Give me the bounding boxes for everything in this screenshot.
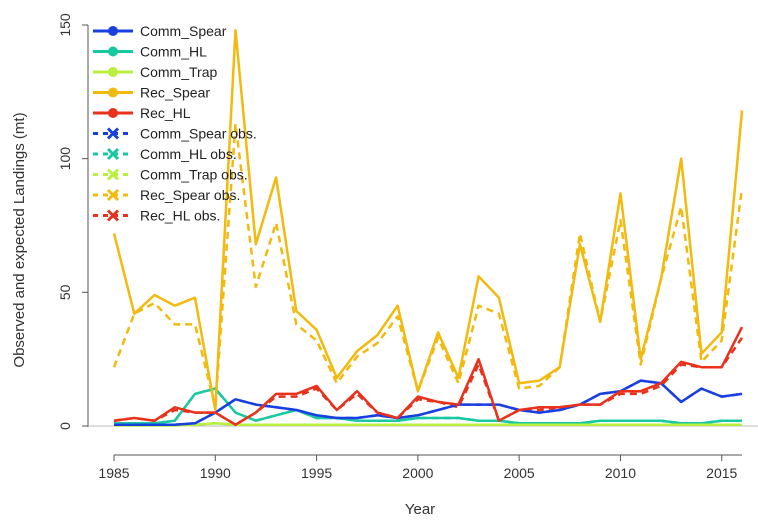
legend-item: Rec_HL <box>93 105 191 121</box>
legend-point-marker <box>108 67 118 77</box>
legend-label: Rec_HL <box>140 105 191 121</box>
y-tick-label: 150 <box>57 13 73 37</box>
x-tick-label: 2010 <box>605 465 636 481</box>
x-tick-label: 2000 <box>402 465 433 481</box>
legend-label: Comm_HL <box>140 44 207 60</box>
legend-label: Comm_Trap obs. <box>140 167 248 183</box>
x-tick-label: 1990 <box>200 465 231 481</box>
legend-item: Comm_HL obs. <box>93 146 237 162</box>
legend-label: Rec_Spear obs. <box>140 187 240 203</box>
legend-cross-marker <box>106 168 120 181</box>
legend-cross-marker <box>106 209 120 222</box>
series-line-comm-hl <box>114 387 742 425</box>
series-line-rec-spear <box>112 29 744 412</box>
legend-item: Comm_Trap obs. <box>93 167 248 183</box>
legend-point-marker <box>108 87 118 98</box>
legend-item: Comm_Spear obs. <box>93 126 257 142</box>
x-tick-label: 2015 <box>706 465 737 481</box>
legend-cross-marker <box>106 188 120 202</box>
legend-point-marker <box>108 108 118 118</box>
legend-item: Rec_Spear <box>93 85 210 101</box>
legend-label: Comm_Spear <box>140 23 227 39</box>
legend-label: Comm_Spear obs. <box>140 126 257 142</box>
y-axis-title: Observed and expected Landings (mt) <box>11 112 28 367</box>
legend-label: Rec_HL obs. <box>140 208 220 224</box>
legend-point-marker <box>108 46 118 57</box>
legend-label: Comm_HL obs. <box>140 146 237 162</box>
legend: Comm_Spear Comm_HL Comm_Trap Rec_Spear Rec_H… <box>93 23 257 224</box>
legend-item: Comm_Trap <box>93 64 217 80</box>
legend-item: Rec_HL obs. <box>93 208 220 224</box>
legend-cross-marker <box>106 147 120 161</box>
legend-item: Comm_Spear <box>93 23 227 39</box>
x-axis-title: Year <box>405 501 435 518</box>
legend-point-marker <box>108 26 118 36</box>
series-line-rec-hl <box>113 326 744 426</box>
legend-item: Rec_Spear obs. <box>93 187 240 203</box>
y-tick-label: 100 <box>57 147 73 171</box>
x-tick-label: 2005 <box>504 465 535 481</box>
y-tick-label: 0 <box>57 422 73 430</box>
legend-label: Comm_Trap <box>140 64 217 80</box>
series-line-comm-trap <box>114 422 742 427</box>
x-tick-label: 1985 <box>98 465 129 481</box>
legend-label: Rec_Spear <box>140 85 210 101</box>
legend-cross-marker <box>106 127 120 140</box>
series-line-comm-spear <box>114 379 743 426</box>
legend-item: Comm_HL <box>93 44 207 60</box>
y-tick-label: 50 <box>57 284 73 300</box>
x-tick-label: 1995 <box>301 465 332 481</box>
